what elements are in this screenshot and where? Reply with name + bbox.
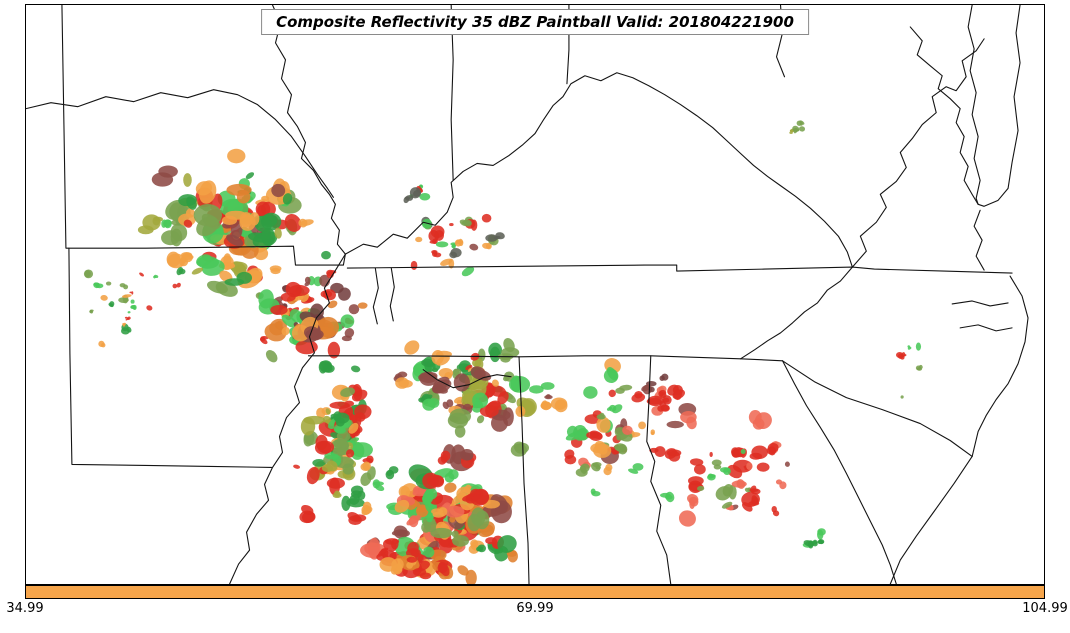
map-title: Composite Reflectivity 35 dBZ Paintball … (261, 9, 809, 35)
x-tick-left: 34.99 (6, 601, 44, 616)
x-tick-center: 69.99 (516, 601, 554, 616)
colorbar (25, 585, 1045, 599)
paintball-blobs-layer (83, 120, 923, 584)
x-tick-right: 104.99 (1022, 601, 1068, 616)
state-borders-layer (26, 5, 1029, 584)
x-axis-ticks: 34.99 69.99 104.99 (6, 601, 1067, 621)
map-frame: Composite Reflectivity 35 dBZ Paintball … (25, 4, 1045, 585)
reflectivity-paintball-map (26, 5, 1029, 584)
